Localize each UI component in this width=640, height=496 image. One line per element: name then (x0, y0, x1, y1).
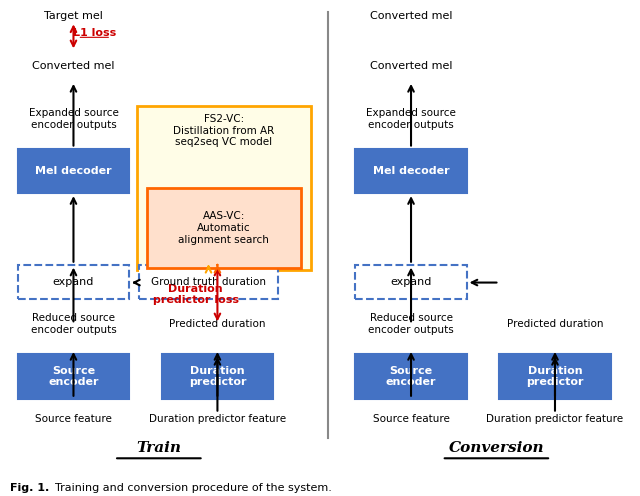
Text: Source feature: Source feature (372, 414, 449, 424)
Text: Predicted duration: Predicted duration (169, 319, 266, 329)
FancyBboxPatch shape (137, 106, 311, 270)
Text: expand: expand (52, 277, 94, 287)
Text: Reduced source
encoder outputs: Reduced source encoder outputs (368, 313, 454, 335)
FancyBboxPatch shape (147, 188, 301, 268)
FancyBboxPatch shape (355, 354, 467, 399)
Text: Expanded source
encoder outputs: Expanded source encoder outputs (366, 108, 456, 129)
Text: Mel decoder: Mel decoder (372, 166, 449, 176)
Text: Duration
predictor: Duration predictor (526, 366, 584, 387)
Text: AAS-VC:
Automatic
alignment search: AAS-VC: Automatic alignment search (179, 211, 269, 245)
Text: expand: expand (390, 277, 432, 287)
Text: Train: Train (136, 441, 181, 455)
Text: FS2-VC:
Distillation from AR
seq2seq VC model: FS2-VC: Distillation from AR seq2seq VC … (173, 114, 275, 147)
Text: Duration
predictor loss: Duration predictor loss (152, 284, 239, 305)
Bar (139, 265, 278, 300)
Text: L1 loss: L1 loss (73, 28, 116, 38)
FancyBboxPatch shape (162, 354, 273, 399)
Bar (355, 265, 467, 300)
Text: Ground truth duration: Ground truth duration (151, 277, 266, 287)
Text: Conversion: Conversion (449, 441, 544, 455)
Text: Source
encoder: Source encoder (48, 366, 99, 387)
Text: Expanded source
encoder outputs: Expanded source encoder outputs (29, 108, 118, 129)
Text: Duration predictor feature: Duration predictor feature (149, 414, 286, 424)
Text: Converted mel: Converted mel (370, 11, 452, 21)
Text: Source feature: Source feature (35, 414, 112, 424)
Text: Converted mel: Converted mel (370, 61, 452, 71)
Text: Predicted duration: Predicted duration (507, 319, 604, 329)
FancyBboxPatch shape (499, 354, 611, 399)
Text: Fig. 1.: Fig. 1. (10, 483, 49, 493)
Text: Mel decoder: Mel decoder (35, 166, 112, 176)
Text: Duration predictor feature: Duration predictor feature (486, 414, 623, 424)
Text: Source
encoder: Source encoder (386, 366, 436, 387)
Text: Training and conversion procedure of the system.: Training and conversion procedure of the… (54, 483, 332, 493)
FancyBboxPatch shape (355, 148, 467, 193)
FancyBboxPatch shape (18, 354, 129, 399)
Text: Reduced source
encoder outputs: Reduced source encoder outputs (31, 313, 116, 335)
Bar (18, 265, 129, 300)
Text: Converted mel: Converted mel (32, 61, 115, 71)
Text: Target mel: Target mel (44, 11, 103, 21)
Text: Duration
predictor: Duration predictor (189, 366, 246, 387)
FancyBboxPatch shape (18, 148, 129, 193)
